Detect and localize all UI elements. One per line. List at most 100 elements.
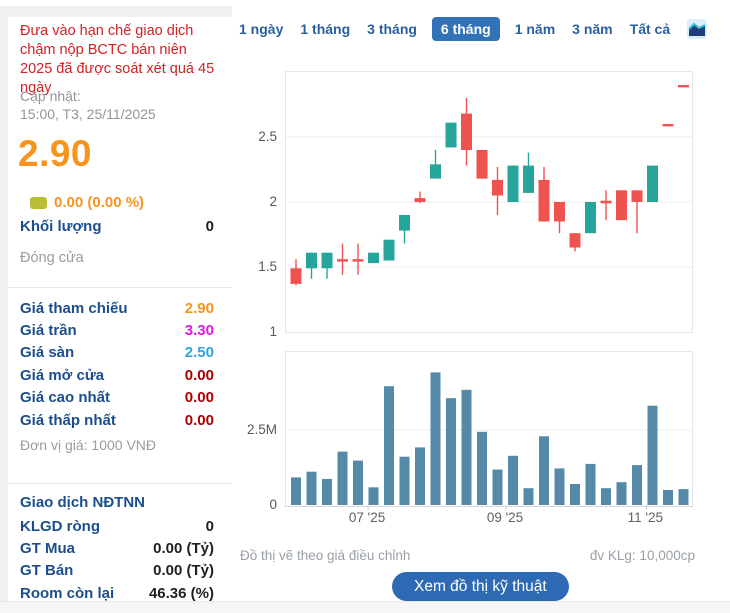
row-label: GT Bán [20, 562, 74, 580]
row-label: Giá cao nhất [20, 389, 111, 407]
candle-21 [600, 200, 612, 204]
price-axis-label: 2 [269, 193, 277, 209]
candle-3 [321, 252, 333, 269]
row-value: 2.90 [184, 299, 214, 317]
row-value: 0 [205, 517, 214, 535]
volume-value: 0 [205, 218, 214, 235]
x-axis-label: 07 '25 [348, 510, 386, 525]
technical-chart-button[interactable]: Xem đồ thị kỹ thuật [392, 572, 569, 601]
candle-24 [647, 165, 658, 202]
candle-5 [352, 259, 364, 262]
price-change-row: 0.00 (0.00 %) [30, 194, 144, 211]
row-value: 46.36 (%) [148, 584, 214, 602]
volume-bar-6 [368, 487, 379, 505]
volume-chart[interactable] [285, 351, 693, 510]
volume-bar-23 [632, 465, 642, 505]
x-axis-label: 09 '25 [486, 510, 524, 525]
page-background-strip [0, 601, 730, 613]
candle-10 [430, 164, 441, 179]
table-row: KLGD ròng 0 [20, 515, 214, 537]
warning-message: Đưa vào hạn chế giao dịch chậm nộp BCTC … [20, 23, 215, 97]
page-background-strip [0, 6, 232, 17]
candle-17 [538, 179, 550, 222]
candle-19 [569, 233, 581, 248]
volume-bar-14 [492, 469, 503, 505]
candle-7 [383, 239, 395, 261]
volume-bar-20 [585, 463, 596, 505]
table-row: Giá thấp nhất 0.00 [20, 409, 214, 431]
row-value: 0.00 (Tỷ) [153, 540, 214, 558]
price-unit-note: Đơn vị giá: 1000 VNĐ [20, 437, 157, 453]
volume-bar-1 [291, 477, 301, 505]
candlestick-chart[interactable] [285, 71, 693, 333]
volume-axis-label: 0 [269, 496, 277, 512]
volume-bar-25 [663, 490, 673, 505]
table-row: GT Bán 0.00 (Tỷ) [20, 560, 214, 582]
row-value: 3.30 [184, 322, 214, 340]
volume-bar-13 [477, 431, 487, 505]
price-axis-label: 1.5 [258, 258, 277, 274]
volume-row: Khối lượng 0 [20, 218, 214, 235]
volume-bar-21 [601, 488, 611, 505]
row-value: 0.00 (Tỷ) [153, 562, 214, 580]
timeframe-tab-4[interactable]: 1 năm [513, 17, 557, 41]
row-label: Giá thấp nhất [20, 411, 116, 429]
candle-8 [399, 215, 410, 231]
volume-bar-2 [306, 471, 317, 505]
updated-time: 15:00, T3, 25/11/2025 [20, 106, 156, 122]
table-row: Giá mở cửa 0.00 [20, 364, 214, 386]
table-row: Giá cao nhất 0.00 [20, 387, 214, 409]
row-label: Room còn lại [20, 584, 115, 602]
row-label: Giá sàn [20, 344, 75, 362]
volume-unit-note: đv KLg: 10,000cp [589, 548, 695, 563]
table-row: Room còn lại 46.36 (%) [20, 582, 214, 604]
session-status: Đóng cửa [20, 250, 84, 266]
foreign-table: KLGD ròng 0 GT Mua 0.00 (Tỷ) GT Bán 0.00 (Tỷ)… [20, 515, 214, 605]
volume-bar-8 [399, 456, 410, 505]
candle-11 [445, 122, 457, 148]
updated-label: Cập nhật: [20, 88, 81, 104]
table-row: Giá tham chiếu 2.90 [20, 297, 214, 319]
candle-14 [492, 179, 503, 196]
row-value: 0.00 [184, 366, 214, 384]
timeframe-tab-0[interactable]: 1 ngày [237, 17, 285, 41]
volume-bar-3 [322, 478, 332, 505]
candle-12 [461, 113, 472, 150]
table-row: Giá trần 3.30 [20, 319, 214, 341]
timeframe-tab-2[interactable]: 3 tháng [365, 17, 419, 41]
timeframe-tabs: 1 ngày 1 tháng 3 tháng 6 tháng 1 năm 3 năm Tất… [237, 17, 708, 41]
timeframe-tab-3[interactable]: 6 tháng [431, 17, 500, 41]
volume-label: Khối lượng [20, 218, 102, 235]
last-price: 2.90 [18, 133, 93, 174]
volume-bar-16 [523, 488, 534, 505]
row-value: 0.00 [184, 411, 214, 429]
divider [8, 483, 232, 484]
volume-bar-9 [415, 447, 425, 505]
row-label: Giá tham chiếu [20, 299, 128, 317]
price-axis-label: 1 [269, 323, 277, 339]
volume-bar-4 [337, 451, 348, 505]
candle-15 [507, 165, 519, 202]
volume-bar-12 [461, 389, 472, 505]
row-value: 0.00 [184, 389, 214, 407]
row-label: KLGD ròng [20, 517, 100, 535]
timeframe-tab-6[interactable]: Tất cả [628, 17, 672, 41]
timeframe-tab-5[interactable]: 3 năm [570, 17, 614, 41]
x-axis-label: 11 '25 [627, 510, 663, 525]
candle-25 [662, 124, 674, 127]
row-value: 2.50 [184, 344, 214, 362]
price-table: Giá tham chiếu 2.90 Giá trần 3.30 Giá sàn 2.5… [20, 297, 214, 431]
volume-bar-26 [678, 489, 689, 505]
price-axis-label: 2.5 [258, 128, 277, 144]
foreign-section-title: Giao dịch NĐTNN [20, 494, 146, 511]
candle-18 [554, 202, 565, 222]
volume-bar-7 [384, 386, 394, 505]
candle-23 [631, 190, 643, 202]
divider [8, 287, 232, 288]
adjusted-price-note: Đồ thị vẽ theo giá điều chỉnh [240, 548, 411, 563]
candle-13 [476, 150, 488, 179]
volume-axis-label: 2.5M [246, 421, 277, 437]
area-chart-icon[interactable] [687, 19, 708, 39]
timeframe-tab-1[interactable]: 1 tháng [298, 17, 352, 41]
row-label: Giá trần [20, 322, 77, 340]
